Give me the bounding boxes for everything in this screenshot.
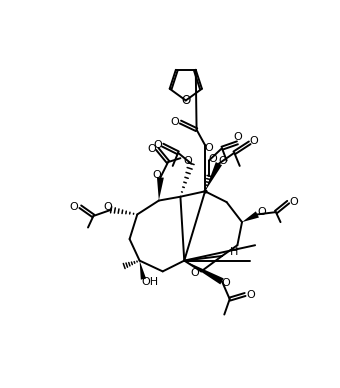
Text: O: O — [152, 170, 161, 180]
Text: O: O — [249, 135, 258, 146]
Text: O: O — [191, 268, 200, 278]
Text: O: O — [181, 94, 190, 107]
Text: O: O — [171, 117, 180, 127]
Polygon shape — [205, 162, 222, 191]
Text: O: O — [153, 140, 162, 150]
Text: O: O — [289, 197, 298, 207]
Text: O: O — [70, 202, 79, 212]
Text: O: O — [148, 144, 156, 154]
Polygon shape — [184, 261, 224, 284]
Text: O: O — [205, 143, 213, 153]
Text: O: O — [247, 289, 256, 300]
Text: O: O — [183, 156, 192, 166]
Text: O: O — [233, 132, 242, 142]
Text: OH: OH — [141, 277, 158, 287]
Text: O: O — [257, 207, 266, 217]
Text: O: O — [218, 156, 227, 166]
Polygon shape — [157, 177, 164, 201]
Polygon shape — [140, 261, 146, 280]
Text: O: O — [208, 154, 217, 164]
Polygon shape — [242, 211, 259, 222]
Text: H: H — [230, 247, 238, 257]
Text: O: O — [103, 203, 112, 213]
Text: O: O — [221, 278, 230, 288]
